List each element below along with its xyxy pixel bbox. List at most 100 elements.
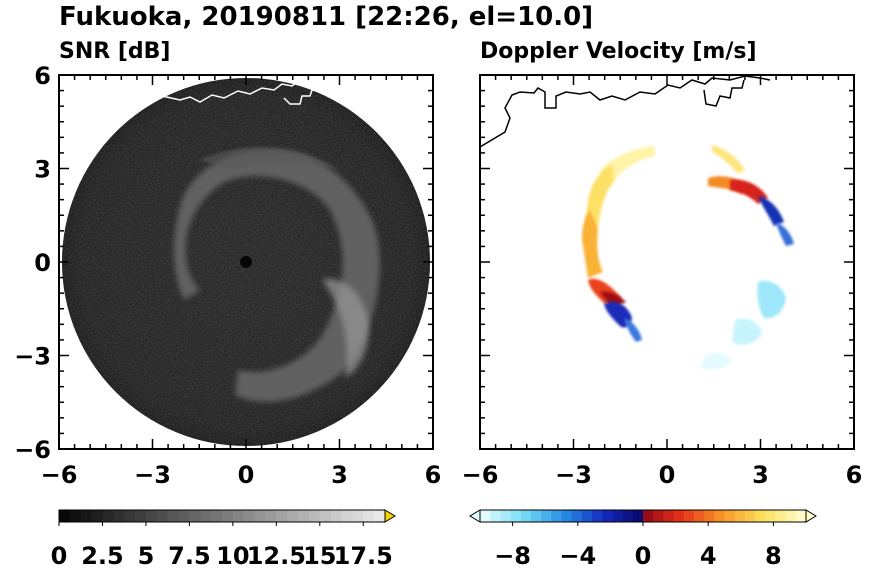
snr-x-tick-label: −6 [41, 461, 78, 489]
snr-colorbar-bin [308, 510, 321, 522]
snr-colorbar-bin [145, 510, 158, 522]
snr-colorbar-bin [265, 510, 277, 522]
velocity-colorbar-bin [653, 510, 664, 522]
snr-colorbar-bin [135, 510, 147, 522]
snr-panel-title: SNR [dB] [59, 39, 170, 64]
velocity-colorbar-bin [765, 510, 776, 522]
velocity-colorbar-extend-max [805, 509, 817, 523]
velocity-colorbar-bin [490, 510, 501, 522]
snr-x-tick-label: −3 [134, 461, 171, 489]
velocity-x-tick-label: 0 [659, 461, 676, 489]
velocity-colorbar-bin [541, 510, 552, 522]
snr-colorbar-bin [102, 510, 114, 522]
snr-colorbar-bin [222, 510, 234, 522]
snr-colorbar-bin [330, 510, 343, 522]
snr-colorbar-bin [319, 510, 332, 522]
snr-colorbar-bin [211, 510, 223, 522]
snr-colorbar-bin [363, 510, 375, 522]
snr-colorbar-tick-label: 5 [138, 542, 155, 570]
snr-colorbar-bin [167, 510, 180, 522]
velocity-colorbar-bin [714, 510, 725, 522]
snr-y-tick-label: −3 [14, 343, 51, 371]
velocity-colorbar-bin [755, 510, 766, 522]
snr-colorbar-bin [156, 510, 169, 522]
snr-colorbar-bin [374, 510, 386, 522]
velocity-colorbar-bin [643, 510, 654, 522]
snr-colorbar-bin [189, 510, 201, 522]
snr-y-tick-label: 3 [34, 156, 51, 184]
snr-colorbar-bin [287, 510, 299, 522]
velocity-colorbar-tick-label: −8 [494, 542, 531, 570]
velocity-colorbar-bin [602, 510, 613, 522]
velocity-colorbar-bin [520, 510, 532, 522]
velocity-colorbar-bin [592, 510, 603, 522]
snr-colorbar-tick-label: 7.5 [168, 542, 211, 570]
velocity-echo-southeast [700, 280, 786, 370]
snr-colorbar-frame [58, 509, 386, 523]
velocity-colorbar-bin [632, 510, 644, 522]
velocity-colorbar-bin [622, 510, 634, 522]
velocity-colorbar-extend-min [469, 509, 481, 523]
velocity-axes: −6 −3 0 3 6 [462, 74, 863, 489]
velocity-colorbar-bin [673, 510, 685, 522]
snr-plot-area [59, 75, 433, 449]
velocity-colorbar-tick-label: 0 [635, 542, 652, 570]
snr-colorbar-bin [59, 510, 71, 522]
velocity-colorbar-bin [581, 510, 593, 522]
velocity-colorbar-bin [612, 510, 624, 522]
snr-colorbar-bin [113, 510, 125, 522]
velocity-colorbar-bin [561, 510, 573, 522]
velocity-x-tick-label: 3 [752, 461, 769, 489]
figure-title: Fukuoka, 20190811 [22:26, el=10.0] [59, 2, 593, 32]
velocity-coastline [480, 75, 771, 148]
snr-colorbar-bin [178, 510, 190, 522]
velocity-echo-northeast [708, 145, 794, 246]
velocity-colorbar-bin [551, 510, 562, 522]
snr-colorbar-tick-label: 10 [216, 542, 249, 570]
snr-colorbar-bin [200, 510, 212, 522]
velocity-colorbar-bin [663, 510, 675, 522]
velocity-echo-west [582, 146, 655, 342]
velocity-colorbar-bin [734, 510, 746, 522]
velocity-colorbar-bin [785, 510, 797, 522]
snr-colorbar-tick-label: 12.5 [247, 542, 306, 570]
velocity-plot-area [480, 75, 854, 449]
velocity-x-tick-label: 6 [846, 461, 863, 489]
snr-coastline [161, 77, 331, 105]
snr-x-tick-label: 6 [425, 461, 442, 489]
snr-colorbar-tick-label: 2.5 [81, 542, 124, 570]
velocity-colorbar-bin [775, 510, 787, 522]
velocity-colorbar-bin [510, 510, 522, 522]
velocity-colorbar-bin [795, 510, 807, 522]
snr-colorbar-bin [124, 510, 136, 522]
snr-colorbar-bin [254, 510, 266, 522]
velocity-x-tick-label: −3 [555, 461, 592, 489]
snr-y-tick-label: 6 [34, 62, 51, 90]
velocity-x-tick-label: −6 [462, 461, 499, 489]
snr-colorbar-extend-max [384, 509, 396, 523]
velocity-colorbar: −8 −4 0 4 8 [469, 509, 817, 570]
velocity-panel-title: Doppler Velocity [m/s] [480, 39, 757, 64]
snr-echo-field [62, 78, 430, 446]
velocity-colorbar-bin [480, 510, 491, 522]
snr-colorbar-bin [243, 510, 256, 522]
snr-colorbar-bin [69, 510, 82, 522]
snr-y-tick-label: −6 [14, 436, 51, 464]
velocity-colorbar-tick-label: −4 [559, 542, 596, 570]
snr-axes: −6 −3 0 3 6 6 3 0 −3 −6 [14, 62, 441, 489]
snr-x-tick-label: 0 [238, 461, 255, 489]
snr-colorbar-bin [298, 510, 310, 522]
snr-x-tick-label: 3 [331, 461, 348, 489]
snr-colorbar-bin [91, 510, 103, 522]
velocity-colorbar-bin [744, 510, 756, 522]
snr-colorbar-tick-label: 17.5 [334, 542, 393, 570]
velocity-colorbar-bin [693, 510, 705, 522]
snr-colorbar-bin [341, 510, 353, 522]
snr-y-tick-label: 0 [34, 249, 51, 277]
velocity-colorbar-bin [500, 510, 512, 522]
snr-colorbar-bin [276, 510, 288, 522]
velocity-colorbar-bin [704, 510, 715, 522]
velocity-colorbar-tick-label: 4 [700, 542, 717, 570]
